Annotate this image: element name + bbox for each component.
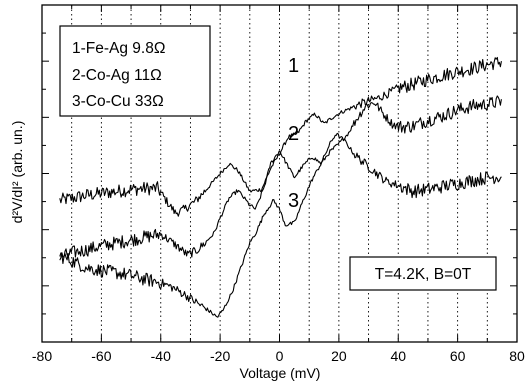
axis-ticks (41, 5, 518, 342)
x-tick-label: 80 (509, 348, 525, 364)
legend-box (59, 25, 211, 117)
x-axis-title: Voltage (mV) (240, 365, 321, 381)
legend-entry-1: 1-Fe-Ag 9.8Ω (72, 40, 165, 57)
legend: 1-Fe-Ag 9.8Ω 2-Co-Ag 11Ω 3-Co-Cu 33Ω (59, 25, 211, 117)
series-lines (59, 56, 502, 318)
conditions-annotation: T=4.2K, B=0T (349, 256, 497, 291)
x-tick-label: -40 (151, 348, 171, 364)
curve-label-3: 3 (288, 190, 299, 212)
legend-entry-2: 2-Co-Ag 11Ω (72, 67, 162, 84)
x-tick-label: -20 (210, 348, 230, 364)
x-tick-label: -60 (91, 348, 111, 364)
x-tick-label: 40 (390, 348, 406, 364)
y-axis-title: d²V/dI² (arb. un.) (9, 121, 25, 224)
conditions-text: T=4.2K, B=0T (375, 266, 472, 283)
series-line-2 (59, 95, 502, 261)
x-tick-label: 60 (450, 348, 466, 364)
x-tick-labels: -80 -60 -40 -20 0 20 40 60 80 (32, 348, 525, 364)
legend-entry-3: 3-Co-Cu 33Ω (72, 93, 164, 110)
curve-label-2: 2 (288, 123, 299, 145)
curve-label-1: 1 (288, 55, 299, 77)
x-tick-label: 20 (331, 348, 347, 364)
conditions-box (349, 256, 497, 291)
x-tick-label: 0 (276, 348, 284, 364)
series-line-3 (59, 132, 502, 318)
x-tick-label: -80 (32, 348, 52, 364)
